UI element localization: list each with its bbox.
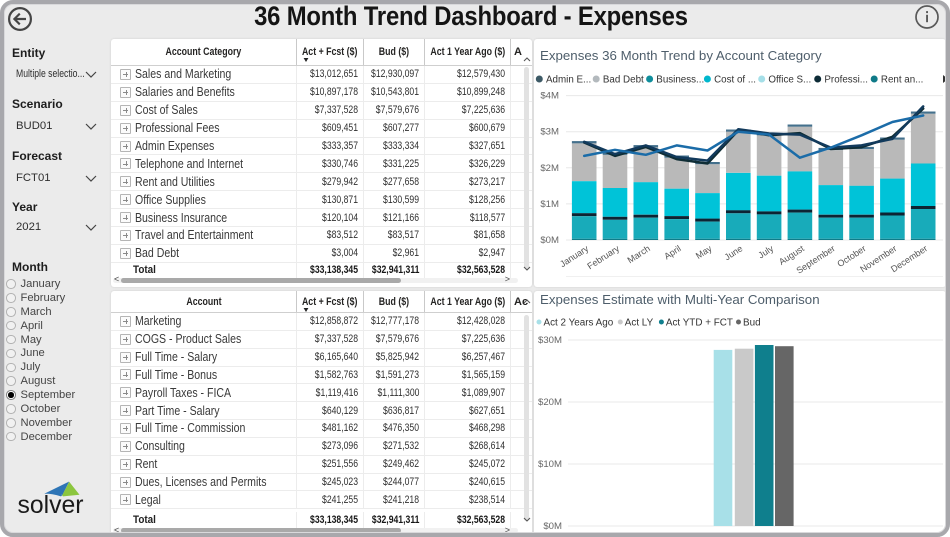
svg-text:Cost of ...: Cost of ... [714,75,756,86]
svg-text:$0M: $0M [543,521,562,532]
svg-text:Expenses Estimate with Multi-Y: Expenses Estimate with Multi-Year Compar… [540,292,820,307]
svg-text:Office S...: Office S... [768,75,811,86]
svg-text:Business...: Business... [656,75,704,86]
svg-text:$20M: $20M [538,397,562,408]
svg-text:Bad Debt: Bad Debt [603,75,644,86]
svg-text:$30M: $30M [538,335,562,346]
svg-text:$4M: $4M [540,91,559,102]
svg-text:Professi...: Professi... [824,75,868,86]
svg-text:$1M: $1M [540,199,559,210]
svg-text:solver: solver [18,491,84,519]
svg-text:Rent an...: Rent an... [881,75,923,86]
svg-text:February: February [585,243,621,271]
svg-text:April: April [662,243,683,261]
svg-text:Admin E...: Admin E... [546,75,591,86]
svg-text:June: June [723,243,745,262]
svg-text:May: May [694,243,714,261]
svg-text:$2M: $2M [540,163,559,174]
svg-text:March: March [625,243,651,265]
svg-text:July: July [756,243,775,260]
svg-text:$0M: $0M [540,235,559,246]
svg-text:$3M: $3M [540,127,559,138]
svg-text:Act LY: Act LY [625,318,654,329]
svg-text:Bud: Bud [743,318,761,329]
svg-text:Act YTD + FCT: Act YTD + FCT [666,318,733,329]
svg-text:$10M: $10M [538,459,562,470]
svg-text:Act 2 Years Ago: Act 2 Years Ago [544,318,614,329]
svg-text:Expenses 36 Month Trend by Acc: Expenses 36 Month Trend by Account Categ… [540,48,822,63]
